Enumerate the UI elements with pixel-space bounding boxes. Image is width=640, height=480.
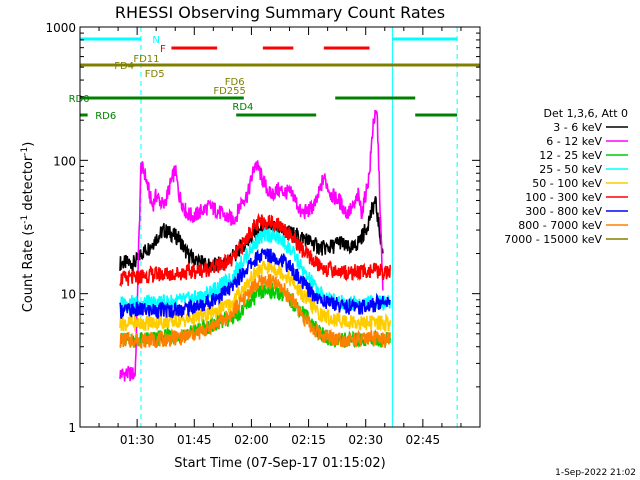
footer-date: 1-Sep-2022 21:02 bbox=[555, 468, 636, 478]
series-line-6 bbox=[119, 247, 391, 320]
x-tick-label-5: 02:45 bbox=[406, 433, 441, 447]
y-tick-label-0: 1 bbox=[68, 421, 76, 435]
flag-label-f: F bbox=[160, 44, 166, 55]
axes: 01:30 01:45 02:00 02:15 02:30 02:45 1 10 100 1000 bbox=[45, 21, 480, 447]
flag-label-n: N bbox=[152, 35, 159, 46]
flag-label-fd6: FD6 bbox=[225, 77, 245, 88]
y-tick-label-2: 100 bbox=[53, 154, 76, 168]
series-line-2 bbox=[119, 282, 391, 349]
y-axis-label-end: ) bbox=[21, 142, 36, 147]
legend-label-7: 800 - 7000 keV bbox=[518, 219, 602, 232]
y-axis-label-sup2: -1 bbox=[20, 147, 30, 156]
flag-label-rd6: RD6 bbox=[95, 111, 116, 122]
x-tick-label-1: 01:45 bbox=[177, 433, 212, 447]
legend-label-4: 50 - 100 keV bbox=[532, 177, 602, 190]
flag-label-rd0: RD0 bbox=[69, 94, 90, 105]
chart-title: RHESSI Observing Summary Count Rates bbox=[115, 3, 445, 22]
x-tick-label-2: 02:00 bbox=[234, 433, 269, 447]
legend-label-1: 6 - 12 keV bbox=[546, 135, 602, 148]
flag-label-fd11: FD11 bbox=[133, 54, 159, 65]
flag-label-fd5: FD5 bbox=[145, 69, 165, 80]
plot-frame bbox=[79, 26, 481, 428]
y-axis-label-mid: detector bbox=[21, 155, 36, 215]
legend-label-6: 300 - 800 keV bbox=[525, 205, 602, 218]
legend-label-2: 12 - 25 keV bbox=[539, 149, 602, 162]
series-line-0 bbox=[119, 196, 384, 273]
series-line-5 bbox=[119, 212, 391, 288]
data-series bbox=[119, 109, 391, 382]
legend-title: Det 1,3,6, Att 0 bbox=[544, 107, 628, 120]
flag-label-fd4: FD4 bbox=[114, 61, 134, 72]
legend-label-8: 7000 - 15000 keV bbox=[504, 233, 602, 246]
series-line-1 bbox=[119, 109, 384, 382]
y-axis-label-sup1: -1 bbox=[20, 215, 30, 224]
flag-label-rd4: RD4 bbox=[232, 102, 253, 113]
y-axis-label-main: Count Rate (s bbox=[21, 224, 36, 313]
flag-label-fd255: FD255 bbox=[213, 86, 246, 97]
y-axis-label: Count Rate (s-1 detector-1) bbox=[20, 142, 36, 313]
series-line-7 bbox=[119, 273, 391, 349]
x-axis-label: Start Time (07-Sep-17 01:15:02) bbox=[174, 456, 385, 471]
legend-label-3: 25 - 50 keV bbox=[539, 163, 602, 176]
x-tick-label-0: 01:30 bbox=[120, 433, 155, 447]
x-tick-label-3: 02:15 bbox=[291, 433, 326, 447]
legend-label-5: 100 - 300 keV bbox=[525, 191, 602, 204]
y-tick-label-1: 10 bbox=[61, 288, 76, 302]
legend-label-0: 3 - 6 keV bbox=[553, 121, 602, 134]
x-tick-label-4: 02:30 bbox=[348, 433, 383, 447]
y-tick-label-3: 1000 bbox=[45, 21, 76, 35]
